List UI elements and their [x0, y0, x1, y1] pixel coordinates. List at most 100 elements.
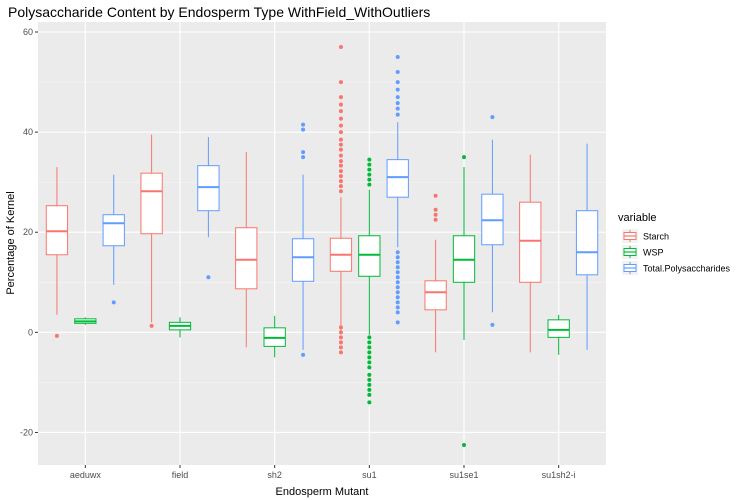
outlier-point: [395, 295, 400, 300]
legend: variable Starch WSP Total.Polysaccharides: [618, 212, 731, 275]
outlier-point: [338, 345, 343, 350]
legend-key: [622, 261, 638, 275]
outlier-point: [367, 372, 372, 377]
outlier-point: [301, 122, 306, 127]
legend-label: Starch: [643, 232, 669, 242]
outlier-point: [395, 101, 400, 106]
outlier-point: [338, 130, 343, 135]
legend-key: [622, 229, 638, 243]
outlier-point: [395, 80, 400, 85]
box-body: [197, 165, 220, 212]
outlier-point: [338, 80, 343, 85]
outlier-point: [395, 260, 400, 265]
outlier-point: [367, 157, 372, 162]
outlier-point: [338, 179, 343, 184]
outlier-point: [338, 45, 343, 50]
outlier-point: [338, 335, 343, 340]
outlier-point: [338, 137, 343, 142]
outlier-point: [433, 217, 438, 222]
x-axis-title: Endosperm Mutant: [276, 486, 369, 498]
legend-label: Total.Polysaccharides: [643, 264, 731, 274]
x-tick-label: su1sh2-i: [542, 470, 576, 480]
outlier-point: [367, 340, 372, 345]
outlier-point: [338, 153, 343, 158]
x-tick-label: sh2: [267, 470, 282, 480]
box-starch: [140, 134, 163, 328]
outlier-point: [395, 310, 400, 315]
outlier-point: [54, 333, 59, 338]
outlier-point: [395, 280, 400, 285]
box-starch: [235, 152, 258, 348]
box-wsp: [547, 314, 570, 355]
outlier-point: [367, 387, 372, 392]
box-wsp: [168, 317, 192, 338]
outlier-point: [301, 352, 306, 357]
box-body: [424, 280, 447, 311]
outlier-point: [395, 250, 400, 255]
outlier-point: [338, 147, 343, 152]
y-tick-label: 0: [28, 327, 33, 337]
outlier-point: [367, 355, 372, 360]
outlier-point: [338, 123, 343, 128]
y-axis-ticks: -20 0 20 40 60: [20, 27, 38, 437]
outlier-point: [490, 115, 495, 120]
y-axis-title: Percentage of Kernel: [5, 191, 17, 294]
x-tick-label: aeduwx: [70, 470, 102, 480]
box-body: [358, 235, 381, 277]
outlier-point: [490, 322, 495, 327]
chart-title: Polysaccharide Content by Endosperm Type…: [8, 4, 430, 20]
box-body: [235, 227, 258, 290]
outlier-point: [433, 193, 438, 198]
box-starch: [45, 167, 69, 338]
x-tick-label: su1se1: [449, 470, 478, 480]
outlier-point: [338, 174, 343, 179]
box-total-polysaccharides: [481, 115, 504, 327]
outlier-point: [367, 335, 372, 340]
outlier-point: [149, 323, 154, 328]
outlier-point: [367, 177, 372, 182]
box-total-polysaccharides: [575, 143, 599, 350]
x-tick-label: field: [172, 470, 189, 480]
outlier-point: [462, 442, 466, 447]
box-total-polysaccharides: [197, 137, 220, 280]
outlier-point: [395, 290, 400, 295]
outlier-point: [111, 300, 116, 305]
box-body: [140, 172, 163, 235]
outlier-point: [395, 270, 400, 275]
box-wsp: [74, 317, 97, 325]
outlier-point: [367, 400, 372, 405]
outlier-point: [367, 345, 372, 350]
outlier-point: [338, 189, 343, 194]
box-body: [575, 210, 599, 276]
box-body: [102, 214, 125, 247]
outlier-point: [338, 169, 343, 174]
outlier-point: [395, 300, 400, 305]
outlier-point: [338, 184, 343, 189]
outlier-point: [367, 392, 372, 397]
outlier-point: [395, 55, 400, 60]
outlier-point: [395, 106, 400, 111]
legend-label: WSP: [643, 248, 664, 258]
outlier-point: [338, 142, 343, 147]
outlier-point: [395, 112, 400, 117]
outlier-point: [367, 162, 372, 167]
box-total-polysaccharides: [102, 174, 125, 305]
outlier-point: [395, 285, 400, 290]
outlier-point: [462, 155, 466, 160]
outlier-point: [338, 159, 343, 164]
outlier-point: [367, 382, 372, 387]
outlier-point: [338, 330, 343, 335]
outlier-point: [395, 95, 400, 100]
x-axis-ticks: aeduwx field sh2 su1 su1se1 su1sh2-i: [70, 465, 576, 480]
box-body: [519, 201, 542, 283]
box-body: [291, 238, 315, 282]
outlier-point: [433, 212, 438, 217]
box-total-polysaccharides: [386, 55, 409, 325]
box-wsp: [452, 155, 476, 447]
outlier-point: [395, 87, 400, 92]
outlier-point: [395, 265, 400, 270]
outlier-point: [395, 305, 400, 310]
outlier-point: [395, 275, 400, 280]
outlier-point: [367, 167, 372, 172]
